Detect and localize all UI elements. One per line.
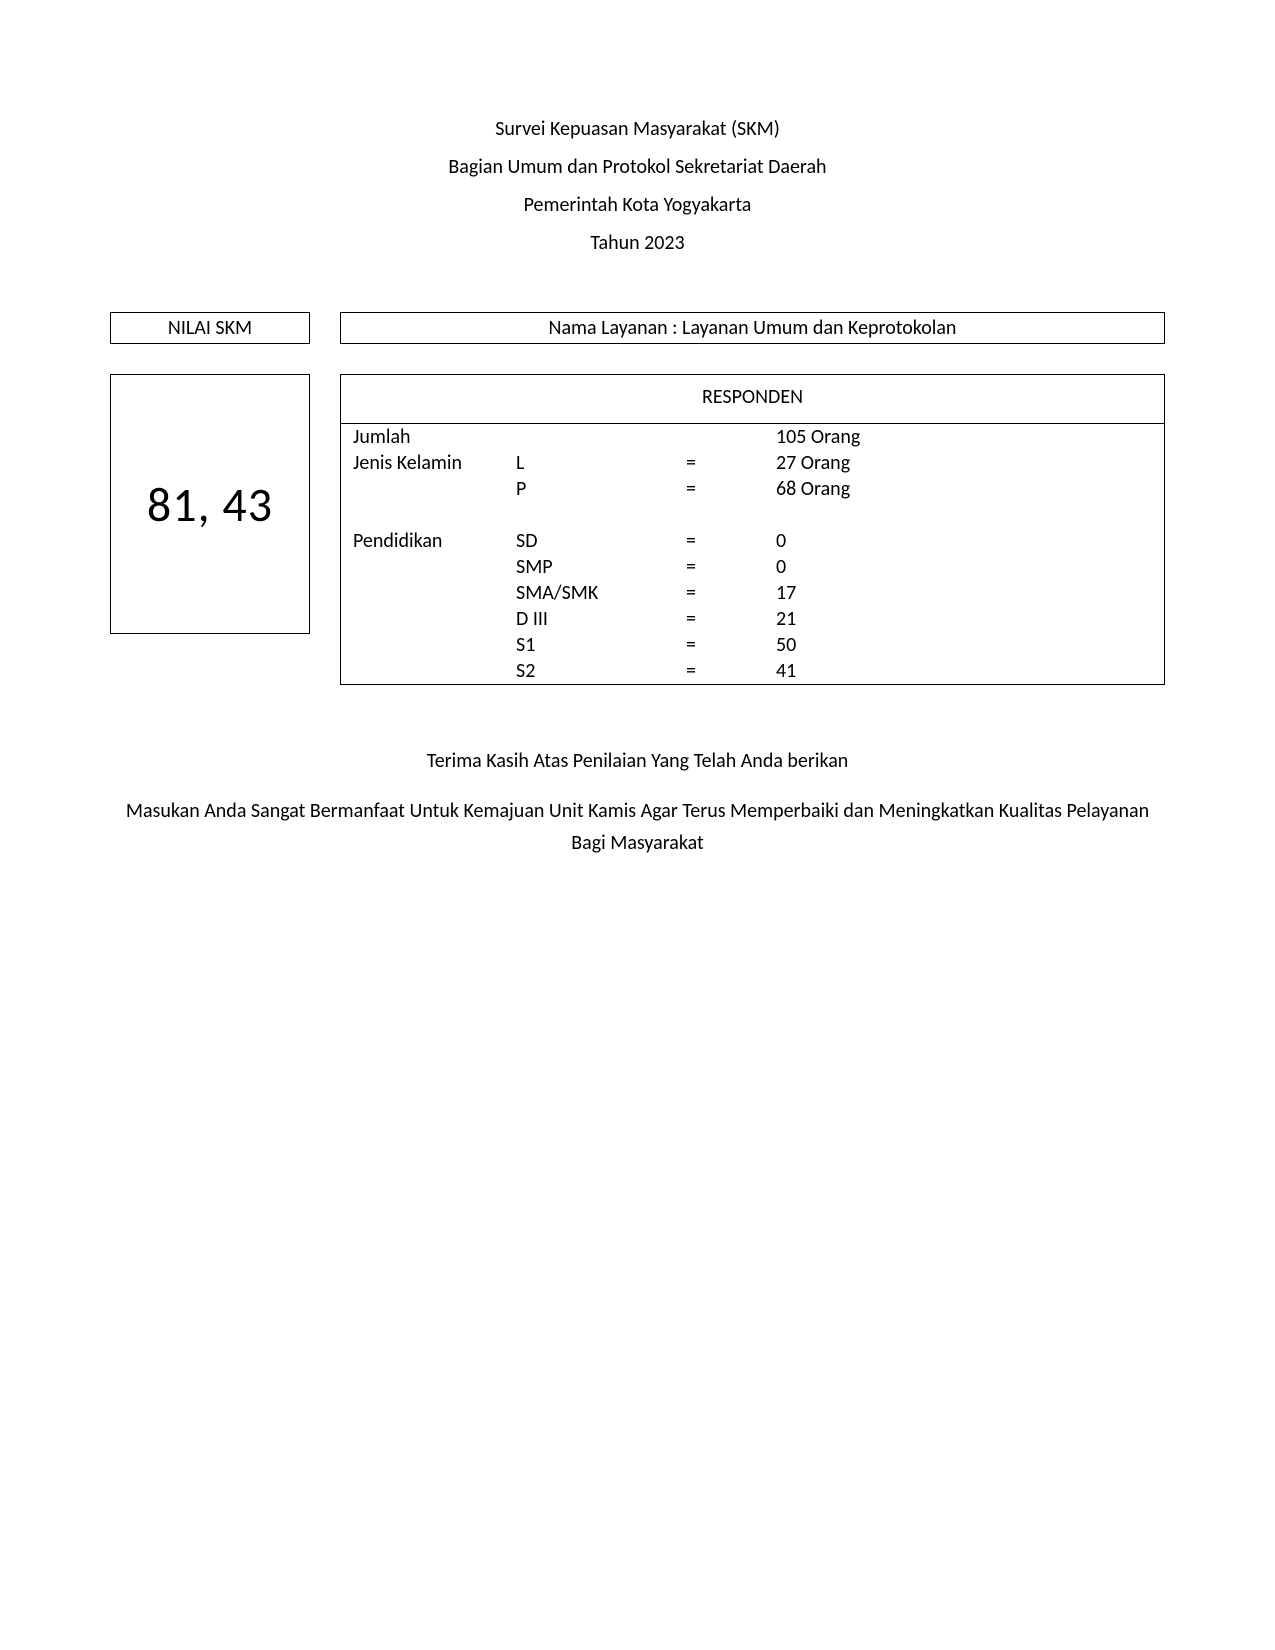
cell-category: SD: [516, 528, 686, 554]
cell-category: SMP: [516, 554, 686, 580]
cell-value: 21: [766, 606, 1164, 632]
table-row: [341, 502, 1164, 528]
cell-equals: =: [686, 450, 766, 476]
cell-category: [516, 424, 686, 450]
document-header: Survei Kepuasan Masyarakat (SKM) Bagian …: [110, 110, 1165, 262]
cell-value: 68 Orang: [766, 476, 1164, 502]
header-line-1: Survei Kepuasan Masyarakat (SKM): [110, 110, 1165, 148]
cell-label: Pendidikan: [341, 528, 516, 554]
cell-equals: =: [686, 632, 766, 658]
header-line-4: Tahun 2023: [110, 224, 1165, 262]
table-row: SMA/SMK=17: [341, 580, 1164, 606]
responden-box: RESPONDEN Jumlah105 OrangJenis KelaminL=…: [340, 374, 1165, 685]
cell-category: SMA/SMK: [516, 580, 686, 606]
cell-value: 27 Orang: [766, 450, 1164, 476]
cell-equals: =: [686, 658, 766, 684]
cell-value: 50: [766, 632, 1164, 658]
cell-category: S2: [516, 658, 686, 684]
cell-value: 41: [766, 658, 1164, 684]
cell-category: [516, 502, 686, 528]
layanan-label: Nama Layanan : Layanan Umum dan Keprotok…: [340, 312, 1165, 344]
table-row: S2=41: [341, 658, 1164, 684]
header-line-3: Pemerintah Kota Yogyakarta: [110, 186, 1165, 224]
table-row: PendidikanSD=0: [341, 528, 1164, 554]
footer-line-2: Masukan Anda Sangat Bermanfaat Untuk Kem…: [110, 795, 1165, 859]
cell-label: [341, 658, 516, 684]
cell-value: 0: [766, 554, 1164, 580]
document-footer: Terima Kasih Atas Penilaian Yang Telah A…: [110, 745, 1165, 859]
header-line-2: Bagian Umum dan Protokol Sekretariat Dae…: [110, 148, 1165, 186]
score-value: 81, 43: [147, 475, 273, 534]
cell-equals: =: [686, 606, 766, 632]
cell-label: [341, 476, 516, 502]
cell-category: P: [516, 476, 686, 502]
cell-equals: =: [686, 554, 766, 580]
cell-value: 105 Orang: [766, 424, 1164, 450]
table-row: D III=21: [341, 606, 1164, 632]
cell-label: [341, 580, 516, 606]
table-row: SMP=0: [341, 554, 1164, 580]
cell-value: [766, 502, 1164, 528]
cell-category: L: [516, 450, 686, 476]
cell-label: [341, 632, 516, 658]
cell-equals: =: [686, 476, 766, 502]
cell-label: Jenis Kelamin: [341, 450, 516, 476]
cell-equals: [686, 502, 766, 528]
content-row: 81, 43 RESPONDEN Jumlah105 OrangJenis Ke…: [110, 374, 1165, 685]
cell-category: D III: [516, 606, 686, 632]
responden-table: Jumlah105 OrangJenis KelaminL=27 OrangP=…: [341, 424, 1164, 684]
cell-label: [341, 606, 516, 632]
responden-title: RESPONDEN: [341, 375, 1164, 424]
cell-equals: =: [686, 580, 766, 606]
table-row: Jenis KelaminL=27 Orang: [341, 450, 1164, 476]
cell-label: Jumlah: [341, 424, 516, 450]
nilai-skm-label: NILAI SKM: [110, 312, 310, 344]
cell-category: S1: [516, 632, 686, 658]
score-box: 81, 43: [110, 374, 310, 634]
cell-equals: [686, 424, 766, 450]
footer-line-1: Terima Kasih Atas Penilaian Yang Telah A…: [110, 745, 1165, 777]
cell-label: [341, 554, 516, 580]
cell-value: 0: [766, 528, 1164, 554]
cell-value: 17: [766, 580, 1164, 606]
table-row: S1=50: [341, 632, 1164, 658]
label-row: NILAI SKM Nama Layanan : Layanan Umum da…: [110, 312, 1165, 344]
table-row: Jumlah 105 Orang: [341, 424, 1164, 450]
cell-equals: =: [686, 528, 766, 554]
table-row: P=68 Orang: [341, 476, 1164, 502]
cell-label: [341, 502, 516, 528]
